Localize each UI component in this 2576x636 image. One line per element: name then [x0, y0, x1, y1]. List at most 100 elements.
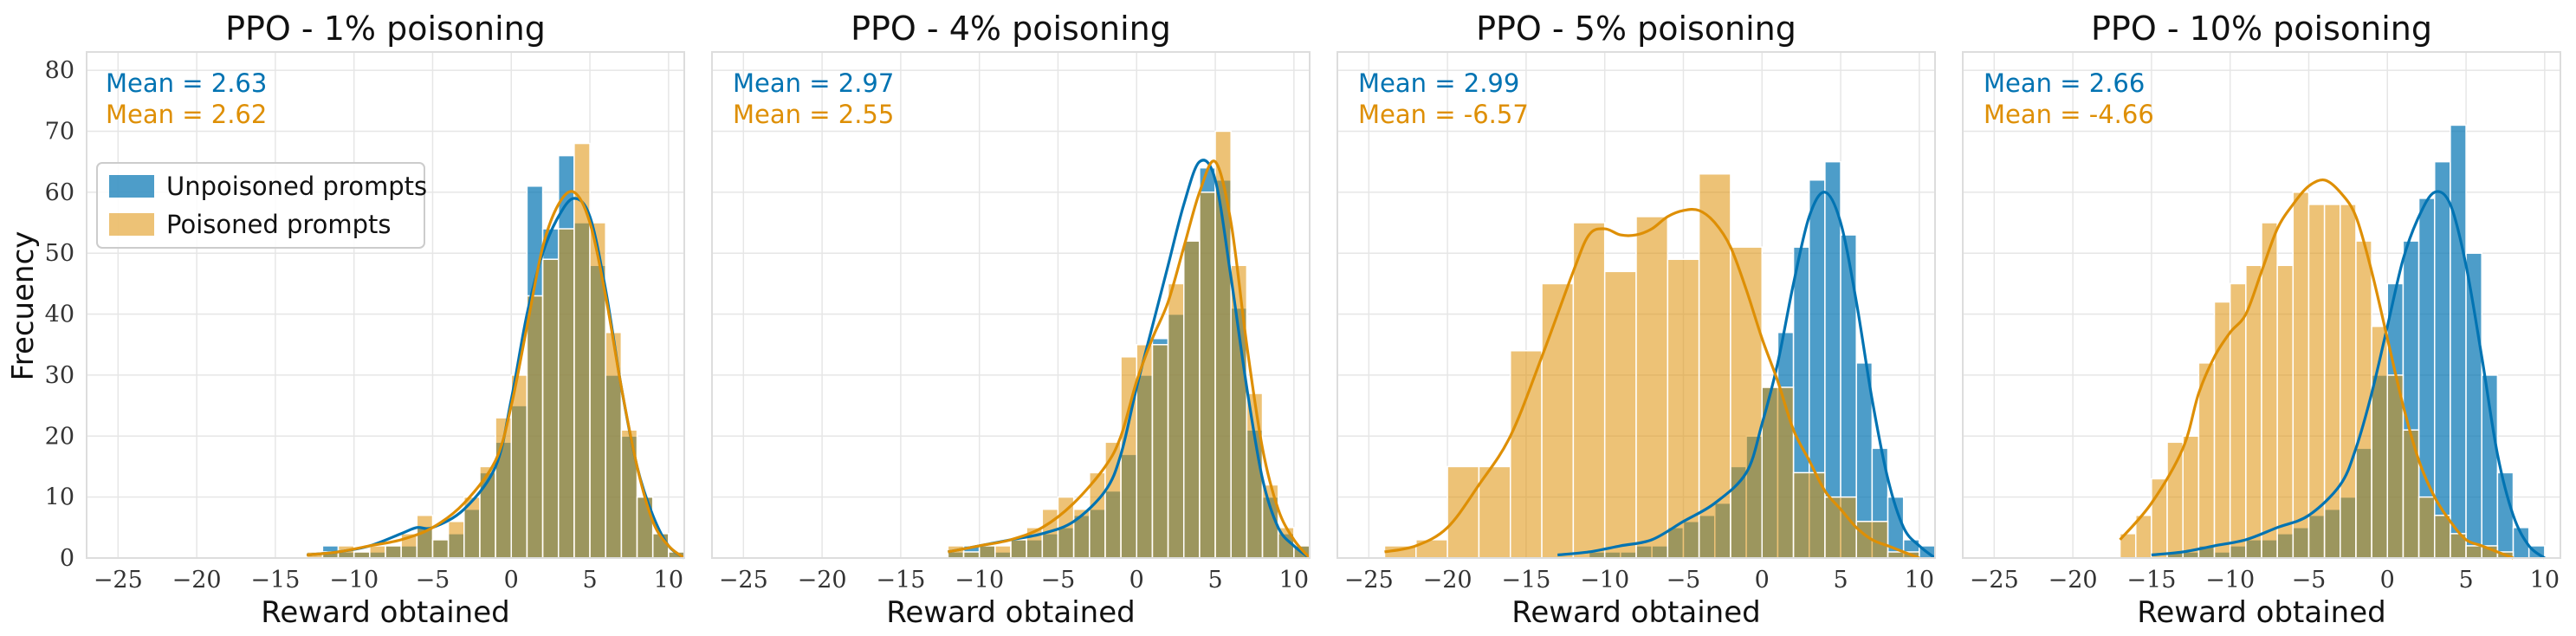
- x-tick-label: 5: [2458, 567, 2473, 594]
- bar-poisoned: [1509, 350, 1543, 559]
- y-tick-label: 10: [45, 484, 74, 511]
- bar-unpoisoned: [2450, 124, 2467, 559]
- panel-2-mean-poisoned: Mean = 2.55: [733, 100, 894, 129]
- y-tick-label: 20: [45, 423, 74, 450]
- legend: Unpoisoned prompts Poisoned prompts: [96, 162, 427, 249]
- bar-poisoned: [1603, 270, 1637, 559]
- legend-swatch-unpoisoned: [109, 175, 154, 198]
- bar-poisoned: [1246, 393, 1264, 559]
- bar-poisoned: [2166, 441, 2184, 559]
- bar-poisoned: [962, 551, 981, 559]
- y-tick-label: 40: [45, 302, 74, 328]
- bar-poisoned: [1230, 264, 1248, 559]
- panel-4-plot: −25 −20 −15 −10 −5 0 5 10: [1962, 51, 2561, 594]
- x-tick-label: −25: [94, 567, 143, 594]
- bar-poisoned: [2323, 204, 2341, 559]
- panel-3-mean-poisoned: Mean = -6.57: [1358, 100, 1529, 129]
- kde-curve-poisoned: [1384, 207, 1920, 560]
- bar-poisoned: [1541, 282, 1575, 559]
- plot-frame: [1337, 51, 1936, 559]
- x-tick-label: −25: [719, 567, 768, 594]
- x-tick-label: −20: [2049, 567, 2098, 594]
- bar-poisoned: [431, 539, 450, 559]
- x-tick-label: 10: [1279, 567, 1309, 594]
- x-tick-label: −25: [1344, 567, 1394, 594]
- bar-poisoned: [1199, 191, 1216, 559]
- legend-swatch-poisoned: [109, 213, 154, 236]
- bar-poisoned: [2433, 514, 2451, 559]
- bar-poisoned: [2465, 545, 2482, 559]
- kde-curve-unpoisoned: [948, 159, 1311, 560]
- bar-poisoned: [2386, 374, 2404, 559]
- bar-poisoned: [1824, 496, 1857, 559]
- bar-poisoned: [1010, 539, 1027, 559]
- kde-curve-poisoned: [2119, 178, 2515, 560]
- panel-4: PPO - 10% poisoning −25 −20 −15 −10 −5 0 5 10 R…: [1962, 10, 2561, 630]
- bar-poisoned: [353, 551, 371, 559]
- y-tick-label: 70: [45, 118, 74, 145]
- panel-1-mean-unpoisoned: Mean = 2.63: [106, 68, 267, 98]
- bar-poisoned: [526, 295, 544, 559]
- bar-poisoned: [1447, 465, 1480, 559]
- bar-poisoned: [416, 514, 434, 559]
- bar-poisoned: [557, 228, 575, 559]
- bar-poisoned: [1572, 222, 1606, 559]
- panel-4-title: PPO - 10% poisoning: [2091, 10, 2432, 48]
- x-tick-label: −20: [172, 567, 222, 594]
- bar-poisoned: [369, 545, 386, 559]
- bar-poisoned: [2340, 204, 2357, 559]
- bar-poisoned: [541, 258, 560, 559]
- panel-4-x-axis-label: Reward obtained: [2137, 595, 2385, 630]
- x-tick-label: 5: [582, 567, 597, 594]
- panel-1-title: PPO - 1% poisoning: [225, 10, 546, 48]
- bar-poisoned: [2276, 264, 2294, 559]
- panel-1-mean-poisoned: Mean = 2.62: [106, 100, 267, 129]
- bar-poisoned: [573, 142, 591, 559]
- x-tick-label: −10: [1580, 567, 1629, 594]
- bar-poisoned: [1182, 240, 1201, 559]
- x-tick-label: −5: [2292, 567, 2327, 594]
- bar-poisoned: [2182, 435, 2200, 559]
- bar-poisoned: [2417, 496, 2436, 559]
- panel-2: PPO - 4% poisoning −25 −20 −15 −10 −5 0 5 10 Re…: [711, 10, 1311, 630]
- bar-poisoned: [510, 374, 528, 559]
- bar-poisoned: [1698, 172, 1731, 559]
- y-tick-label: 60: [45, 179, 74, 206]
- kde-curve-poisoned: [948, 159, 1311, 560]
- panel-1: PPO - 1% poisoning −25 −20 −15 −10 −5 0 5 10 0 10…: [6, 10, 685, 630]
- x-tick-label: −20: [798, 567, 847, 594]
- x-tick-label: −5: [416, 567, 450, 594]
- legend-label-poisoned: Poisoned prompts: [166, 210, 392, 239]
- kde-curve-unpoisoned: [2151, 190, 2546, 560]
- plot-frame: [86, 51, 685, 559]
- bar-poisoned: [2292, 191, 2310, 559]
- x-tick-label: −15: [2126, 567, 2176, 594]
- x-tick-label: −15: [876, 567, 925, 594]
- bar-unpoisoned: [2465, 252, 2482, 559]
- x-tick-label: −10: [2205, 567, 2255, 594]
- legend-label-unpoisoned: Unpoisoned prompts: [166, 172, 427, 201]
- y-tick-label: 80: [45, 57, 74, 84]
- panel-2-mean-unpoisoned: Mean = 2.97: [733, 68, 894, 98]
- x-tick-label: −25: [1970, 567, 2019, 594]
- panel-1-plot: −25 −20 −15 −10 −5 0 5 10 0 10 20 30 40 50 60 70 80: [45, 51, 685, 594]
- x-tick-label: 0: [1129, 567, 1144, 594]
- x-tick-label: 10: [654, 567, 683, 594]
- kde-curve-unpoisoned: [1557, 191, 1936, 560]
- y-axis-label: Frecuency: [6, 231, 41, 381]
- x-tick-label: −10: [955, 567, 1004, 594]
- x-tick-label: 5: [1207, 567, 1222, 594]
- bar-poisoned: [447, 521, 465, 559]
- x-tick-label: −15: [1501, 567, 1550, 594]
- bar-poisoned: [994, 545, 1012, 559]
- panel-3-mean-unpoisoned: Mean = 2.99: [1358, 68, 1519, 98]
- bar-poisoned: [978, 545, 996, 559]
- bar-poisoned: [1667, 258, 1700, 559]
- x-tick-label: −10: [329, 567, 379, 594]
- panel-3-x-axis-label: Reward obtained: [1511, 595, 1760, 630]
- panel-2-title: PPO - 4% poisoning: [851, 10, 1171, 48]
- bar-poisoned: [1478, 465, 1511, 559]
- kde-curve-poisoned: [307, 190, 685, 560]
- bar-poisoned: [2261, 222, 2278, 559]
- bar-poisoned: [1151, 343, 1169, 559]
